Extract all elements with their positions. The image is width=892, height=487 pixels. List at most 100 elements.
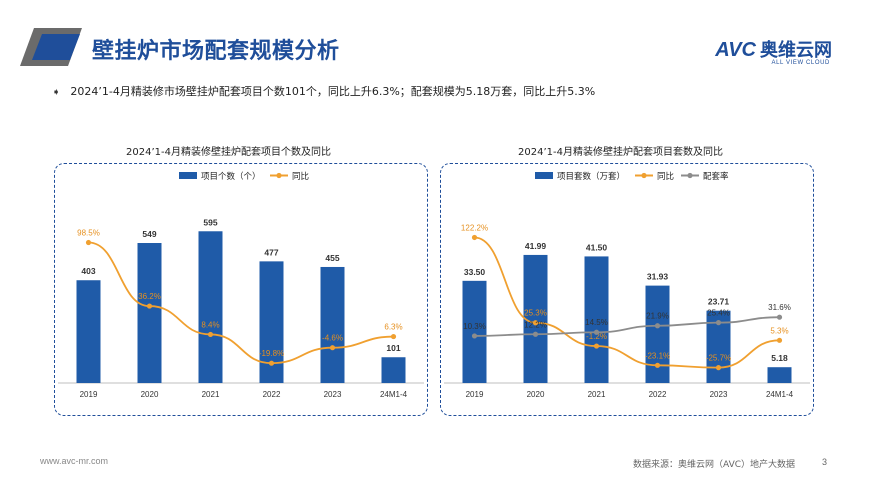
bar-value-label: 23.71 [708,297,730,307]
line-point [593,329,600,335]
line-value-label: 8.4% [201,320,219,329]
line-value-label: 14.5% [585,318,608,327]
line-value-label: 6.3% [384,323,402,332]
line-point [776,314,783,320]
bar [198,231,223,383]
x-tick-label: 24M1-4 [380,390,408,399]
line-point [654,323,661,329]
bar [462,280,487,383]
series-line [474,316,780,337]
bar-value-label: 455 [325,253,339,263]
bar-value-label: 403 [81,266,95,276]
chart1-title: 2024’1-4月精装修壁挂炉配套项目个数及同比 [126,147,331,158]
bar [767,367,792,383]
line-value-label: 10.3% [463,322,486,331]
line-point [532,331,539,337]
x-tick-label: 2021 [588,390,606,399]
line-value-label: 122.2% [461,223,488,232]
bar [137,243,162,383]
line-point [390,333,397,340]
legend-label: 同比 [292,171,309,182]
line-value-label: 31.6% [768,303,791,312]
chart2-title: 2024’1-4月精装修壁挂炉配套项目套数及同比 [518,147,723,158]
x-tick-label: 2023 [710,390,728,399]
line-point [715,320,722,326]
bar [320,266,345,383]
legend-label: 项目套数（万套） [557,171,625,182]
x-tick-label: 2020 [141,390,159,399]
footer-url: www.avc-mr.com [40,456,109,466]
line-value-label: 36.2% [138,292,161,301]
line-point [207,331,214,338]
x-tick-label: 2022 [649,390,667,399]
line-value-label: 25.3% [524,309,547,318]
line-point [471,333,478,339]
line-value-label: 98.5% [77,229,100,238]
legend-label: 配套率 [703,171,729,182]
x-tick-label: 2021 [202,390,220,399]
legend-label: 同比 [657,171,674,182]
line-point [593,343,600,349]
logo-cn: 奥维云网 [760,40,832,60]
legend-swatch-marker [276,172,282,179]
line-point [329,345,336,351]
chart1-panel [54,163,428,416]
bar-value-label: 477 [264,247,278,257]
chart1-svg: 项目个数（个） 同比 403 549 595 477 455 101 2019 2020 2021 2… [58,171,424,399]
bar-value-label: 41.99 [525,241,547,251]
line-point [85,239,92,246]
line-point [471,234,478,241]
bar [645,285,670,383]
brand-logo: AVC 奥维云网 [715,36,832,62]
line-value-label: -19.8% [259,349,284,358]
line-point [532,320,539,326]
bar [584,256,609,383]
x-tick-label: 2023 [324,390,342,399]
legend-swatch-bar [179,172,197,179]
summary-line: ➧ 2024’1-4月精装修市场壁挂炉配套项目个数101个，同比上升6.3%；配套… [52,83,595,99]
x-tick-label: 2019 [466,390,484,399]
logo-text: AVC [715,39,756,61]
series-line [88,241,394,365]
page-title: 壁挂炉市场配套规模分析 [92,39,340,64]
legend-label: 项目个数（个） [201,171,261,182]
line-point [654,362,661,368]
line-value-label: 21.9% [646,312,669,321]
bullet-arrow-icon: ➧ [52,87,61,98]
legend-swatch-marker [641,172,647,179]
logo-subtitle: ALL VIEW CLOUD [771,60,830,66]
line-value-label: -1.2% [586,332,607,341]
bar-value-label: 549 [142,229,156,239]
series-line [474,236,780,369]
line-value-label: -25.7% [706,354,731,363]
page-number: 3 [822,457,828,467]
legend-swatch-bar [535,172,553,179]
x-tick-label: 2020 [527,390,545,399]
line-point [268,360,275,366]
line-value-label: -4.6% [322,334,343,343]
bar [523,254,548,383]
line-point [776,337,783,343]
bar [381,357,406,383]
chart2-panel [440,163,814,416]
chart2-svg: 项目套数（万套） 同比 配套率 33.50 41.99 41.50 31.93 23.71 5.… [444,171,810,399]
bar-value-label: 5.18 [771,353,788,363]
line-value-label: 5.3% [770,326,788,335]
line-value-label: 12.2% [524,320,547,329]
title-decoration [20,28,82,66]
bar-value-label: 33.50 [464,267,486,277]
legend-swatch-marker [687,172,693,179]
summary-text: 2024’1-4月精装修市场壁挂炉配套项目个数101个，同比上升6.3%；配套规… [70,85,596,98]
bar-value-label: 595 [203,217,217,227]
bar-value-label: 41.50 [586,242,608,252]
x-tick-label: 24M1-4 [766,390,794,399]
x-tick-label: 2019 [80,390,98,399]
footer-source: 数据来源：奥维云网（AVC）地产大数据 [633,460,796,470]
x-tick-label: 2022 [263,390,281,399]
bar [76,280,101,383]
line-value-label: -23.1% [645,351,670,360]
line-point [146,303,153,309]
line-value-label: 25.4% [707,309,730,318]
bar-value-label: 31.93 [647,272,669,282]
bar-value-label: 101 [386,343,400,353]
